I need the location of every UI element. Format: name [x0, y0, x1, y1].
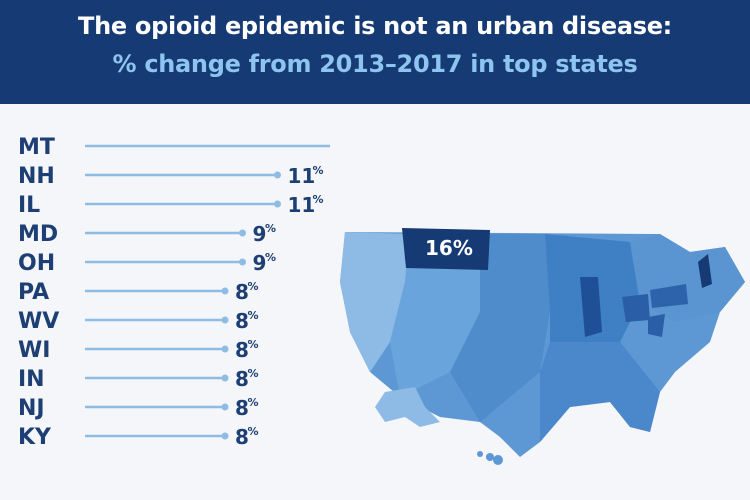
- category-label: NJ: [18, 396, 45, 421]
- percent-sign: %: [248, 338, 259, 351]
- percent-sign: %: [248, 280, 259, 293]
- hawaii-island: [486, 453, 494, 461]
- map-montana-value: 16%: [425, 236, 473, 260]
- category-label: MD: [18, 222, 58, 247]
- percent-sign: %: [248, 425, 259, 438]
- bar-endpoint: [221, 345, 229, 353]
- percent-sign: %: [313, 164, 324, 177]
- hawaii-island: [493, 455, 503, 465]
- bar-endpoint: [221, 403, 229, 411]
- category-label: WV: [18, 309, 59, 334]
- mountain-region: [390, 234, 480, 397]
- category-label: IN: [18, 367, 45, 392]
- hawaii-island: [477, 451, 483, 457]
- map-montana-label: 16%: [425, 236, 473, 260]
- header-banner: The opioid epidemic is not an urban dise…: [0, 0, 750, 104]
- value-label: 9: [253, 251, 267, 275]
- value-label: 9: [253, 222, 267, 246]
- percent-sign: %: [248, 309, 259, 322]
- west-region: [340, 232, 410, 372]
- category-label: IL: [18, 193, 40, 218]
- west-virginia-state: [648, 314, 665, 337]
- category-label: PA: [18, 280, 49, 305]
- percent-sign: %: [248, 396, 259, 409]
- bar-endpoint: [274, 171, 281, 179]
- chart-title: The opioid epidemic is not an urban dise…: [78, 12, 672, 40]
- bar-endpoint: [274, 200, 281, 208]
- bar-endpoint: [221, 374, 229, 382]
- value-label: 8: [235, 280, 249, 304]
- ohio-state: [622, 294, 650, 322]
- category-label: WI: [18, 338, 50, 363]
- new-hampshire-state: [698, 254, 712, 288]
- category-label: KY: [18, 425, 52, 450]
- category-label: NH: [18, 164, 55, 189]
- value-label: 8: [235, 338, 249, 362]
- alaska-shape: [375, 387, 440, 427]
- bar-endpoint: [221, 432, 229, 440]
- category-label: OH: [18, 251, 55, 276]
- value-label: 11: [288, 164, 316, 188]
- chart-subtitle: % change from 2013–2017 in top states: [112, 50, 638, 78]
- bar-endpoint: [221, 287, 229, 295]
- percent-sign: %: [265, 251, 276, 264]
- percent-sign: %: [265, 222, 276, 235]
- bar-endpoint: [221, 316, 229, 324]
- illinois-state: [580, 277, 602, 337]
- category-label: MT: [18, 135, 55, 160]
- pennsylvania-state: [650, 284, 688, 308]
- montana-state: [402, 228, 490, 270]
- value-label: 8: [235, 309, 249, 333]
- south-region: [540, 342, 660, 442]
- bar-chart: MT16%NH11%IL11%MD9%OH9%PA8%WV8%WI8%IN8%N…: [18, 135, 330, 450]
- percent-sign: %: [248, 367, 259, 380]
- value-label: 8: [235, 396, 249, 420]
- value-label: 11: [288, 193, 316, 217]
- value-label: 8: [235, 367, 249, 391]
- bar-endpoint: [239, 258, 246, 266]
- bar-endpoint: [239, 229, 246, 237]
- us-map: [340, 228, 745, 465]
- plains-region: [450, 234, 550, 422]
- percent-sign: %: [313, 193, 324, 206]
- value-label: 8: [235, 425, 249, 449]
